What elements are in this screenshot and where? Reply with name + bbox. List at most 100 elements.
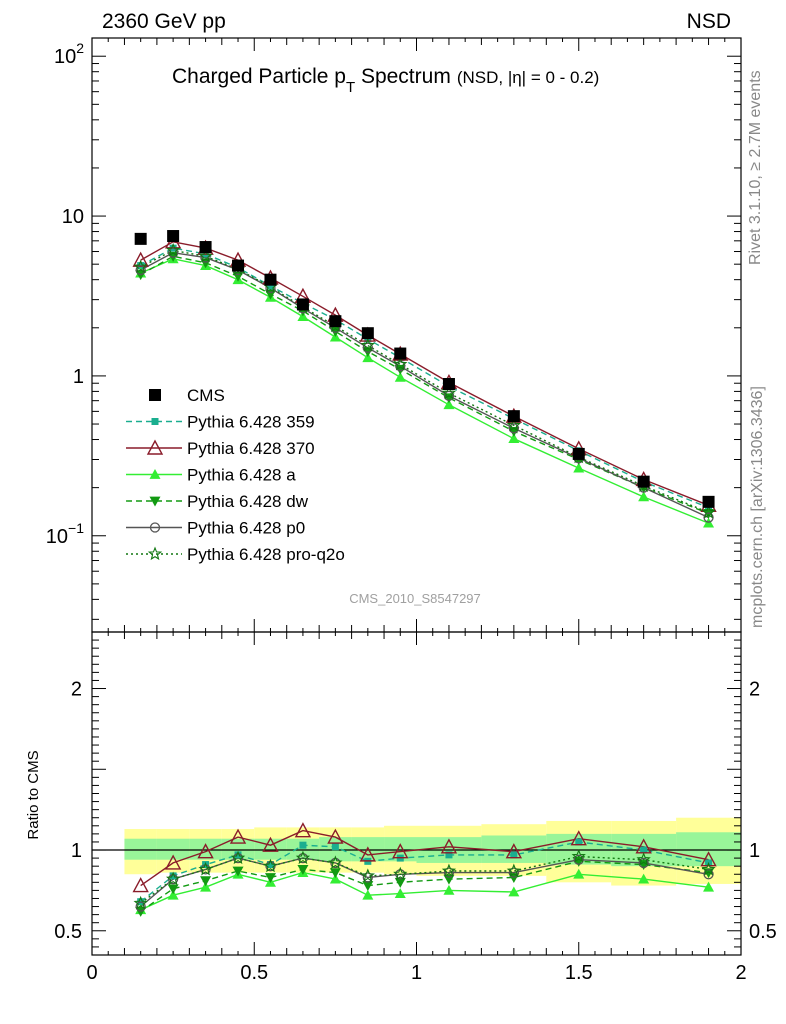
- cms-data-point: [199, 241, 212, 254]
- ratio-series-point: [640, 846, 648, 854]
- ratio-series-point: [362, 872, 373, 883]
- top-series-line: [140, 258, 709, 524]
- ratio-series-point: [198, 861, 213, 876]
- top-series-point: [167, 247, 179, 258]
- top-series-point: [360, 337, 375, 352]
- ratio-series-point: [327, 828, 344, 844]
- ratio-series-point: [362, 889, 374, 900]
- top-series-point: [701, 504, 716, 519]
- bottom-frame: [91, 631, 742, 956]
- xtick-label: 0.5: [240, 962, 268, 984]
- axis-ticks: [91, 38, 742, 955]
- top-series-line: [140, 247, 709, 509]
- ratio-ylabel: Ratio to CMS: [25, 750, 42, 839]
- legend-marker: [146, 439, 164, 455]
- ratio-series-point: [443, 867, 455, 878]
- ratio-series-point: [359, 846, 376, 862]
- cms-data-point: [264, 273, 277, 286]
- cms-data-point: [329, 315, 342, 328]
- ratio-ytick-label: 1: [71, 840, 82, 862]
- rivet-label: Rivet 3.1.10, ≥ 2.7M events: [747, 70, 764, 265]
- legend-entry: Pythia 6.428 p0: [126, 519, 305, 538]
- top-series-point: [198, 248, 213, 263]
- ratio-series-point: [573, 868, 585, 879]
- ratio-series-point: [135, 906, 147, 917]
- top-series-point: [135, 270, 147, 281]
- ratio-series-point: [266, 861, 274, 869]
- ratio-series-point: [393, 866, 408, 881]
- ratio-series-point: [441, 863, 457, 878]
- ratio-series-point: [200, 881, 212, 892]
- cms-data-point: [637, 475, 650, 488]
- legend-label: Pythia 6.428 a: [187, 466, 296, 485]
- ratio-series-point: [328, 855, 343, 870]
- ratio-series-point: [703, 869, 714, 880]
- ytick-base: 10: [54, 46, 76, 68]
- ratio-series-line: [140, 829, 709, 887]
- top-series-point: [395, 361, 406, 372]
- header-process: NSD: [687, 10, 731, 33]
- green-band-bin: [254, 838, 287, 860]
- top-frame: [91, 37, 742, 633]
- top-series-point: [132, 251, 149, 267]
- ratio-series-point: [262, 836, 279, 852]
- ytick-exp: −1: [68, 520, 84, 536]
- ytick-base: 10: [62, 206, 84, 228]
- ratio-ytick-label-right: 0.5: [749, 921, 777, 943]
- legend-label: Pythia 6.428 359: [187, 413, 315, 432]
- ratio-series-point: [295, 850, 311, 865]
- ratio-series-point: [329, 873, 341, 884]
- chart-title-main: Charged Particle p: [172, 65, 346, 88]
- ratio-series-point: [506, 863, 521, 878]
- legend-marker: [149, 469, 161, 479]
- legend-entry: Pythia 6.428 dw: [126, 492, 309, 511]
- ratio-series-line: [140, 871, 709, 911]
- ratio-series-point: [230, 850, 246, 865]
- green-band-bin: [286, 838, 320, 860]
- xtick-label: 1: [411, 962, 422, 984]
- ratio-series-point: [394, 888, 406, 899]
- legend-entry: Pythia 6.428 a: [126, 466, 296, 485]
- ratio-series-point: [508, 867, 519, 878]
- ratio-series-point: [638, 857, 649, 869]
- analysis-watermark: CMS_2010_S8547297: [349, 591, 481, 606]
- ratio-series-point: [165, 871, 181, 886]
- legend-label: CMS: [187, 386, 225, 405]
- legend: CMS Pythia 6.428 359 Pythia 6.428 370 Pythi…: [126, 386, 345, 564]
- top-series-point: [508, 433, 520, 444]
- ratio-series-point: [331, 843, 339, 851]
- ytick-exp: 2: [76, 40, 84, 56]
- top-series-point: [362, 342, 373, 353]
- ratio-series-point: [132, 877, 149, 893]
- top-series-point: [266, 282, 274, 290]
- top-series-point: [394, 371, 406, 382]
- legend-entry: Pythia 6.428 pro-q2o: [126, 545, 345, 564]
- ratio-series-point: [263, 858, 278, 873]
- legend-label: Pythia 6.428 dw: [187, 492, 309, 511]
- ratio-series-point: [297, 865, 309, 875]
- ratio-series-point: [197, 843, 214, 859]
- series-curves: [140, 241, 709, 912]
- ratio-series-point: [362, 881, 374, 892]
- legend-label: Pythia 6.428 370: [187, 439, 315, 458]
- ratio-series-point: [443, 874, 455, 885]
- green-band-bin: [189, 838, 222, 860]
- ratio-series-point: [575, 838, 583, 846]
- green-band-bin: [156, 838, 190, 860]
- legend-label: Pythia 6.428 p0: [187, 519, 305, 538]
- header-energy: 2360 GeV pp: [102, 10, 226, 33]
- ratio-series-point: [394, 877, 406, 888]
- ratio-ytick-label: 0.5: [54, 921, 82, 943]
- top-series-point: [703, 509, 715, 519]
- green-band-bin: [124, 838, 157, 860]
- cms-data-point: [167, 230, 180, 243]
- cms-data-point: [394, 347, 407, 360]
- chart-title-cond: (NSD, |η| = 0 - 0.2): [457, 68, 600, 87]
- legend-marker: [149, 522, 161, 533]
- legend-label: Pythia 6.428 pro-q2o: [187, 545, 345, 564]
- ratio-series-point: [573, 854, 584, 865]
- cms-data-point: [702, 495, 715, 508]
- top-series-point: [506, 417, 521, 432]
- top-ytick-label: 102: [54, 40, 84, 68]
